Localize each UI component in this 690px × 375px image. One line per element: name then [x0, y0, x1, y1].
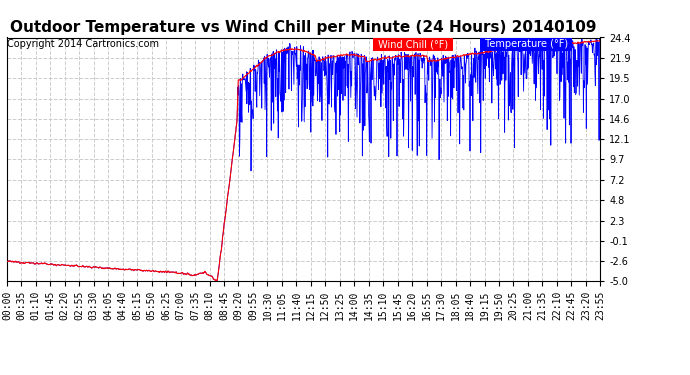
Text: Wind Chill (°F): Wind Chill (°F): [375, 39, 451, 50]
Title: Outdoor Temperature vs Wind Chill per Minute (24 Hours) 20140109: Outdoor Temperature vs Wind Chill per Mi…: [10, 20, 597, 35]
Text: Temperature (°F): Temperature (°F): [482, 39, 571, 50]
Text: Copyright 2014 Cartronics.com: Copyright 2014 Cartronics.com: [7, 39, 159, 50]
